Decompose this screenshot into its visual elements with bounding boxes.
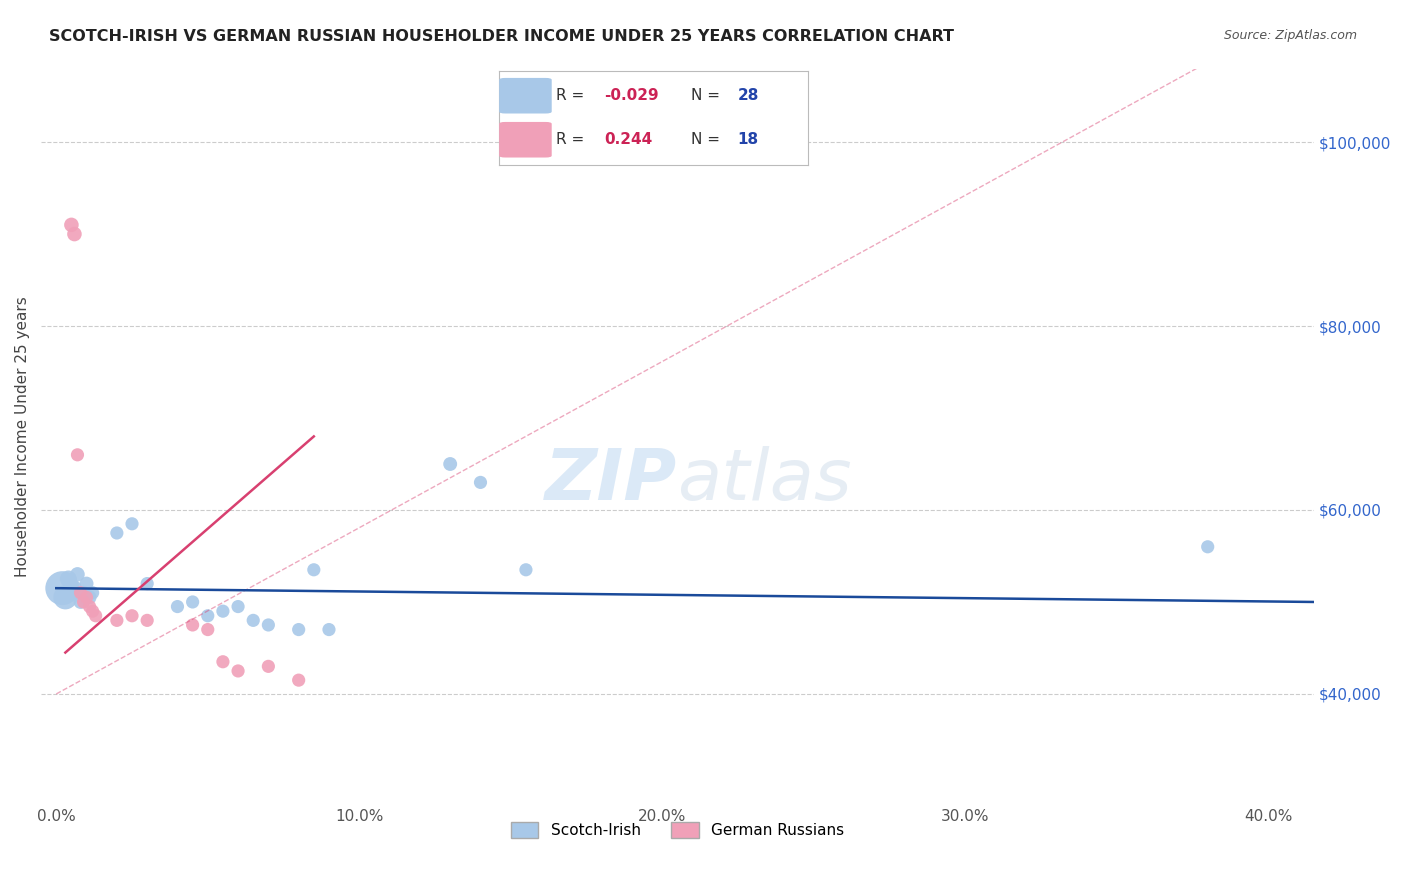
- Point: [439, 457, 461, 471]
- Point: [212, 604, 235, 618]
- Point: [136, 613, 159, 627]
- Point: [60, 218, 83, 232]
- Point: [79, 599, 101, 614]
- Text: 18: 18: [737, 132, 758, 147]
- Text: R =: R =: [557, 132, 595, 147]
- Point: [51, 581, 73, 595]
- Point: [121, 516, 143, 531]
- Point: [302, 563, 325, 577]
- Point: [58, 572, 80, 586]
- Point: [69, 586, 91, 600]
- Point: [76, 576, 98, 591]
- Point: [470, 475, 492, 490]
- Point: [226, 599, 249, 614]
- Text: 0.244: 0.244: [605, 132, 652, 147]
- Point: [53, 591, 76, 605]
- Y-axis label: Householder Income Under 25 years: Householder Income Under 25 years: [15, 296, 30, 577]
- Text: Source: ZipAtlas.com: Source: ZipAtlas.com: [1223, 29, 1357, 42]
- Text: N =: N =: [690, 132, 724, 147]
- Point: [1197, 540, 1219, 554]
- Point: [136, 576, 159, 591]
- Text: atlas: atlas: [678, 446, 852, 515]
- Point: [69, 595, 91, 609]
- FancyBboxPatch shape: [499, 78, 551, 113]
- Point: [197, 623, 219, 637]
- Point: [226, 664, 249, 678]
- Legend: Scotch-Irish, German Russians: Scotch-Irish, German Russians: [505, 816, 851, 845]
- Point: [63, 581, 86, 595]
- Point: [287, 673, 309, 687]
- Point: [60, 586, 83, 600]
- Point: [197, 608, 219, 623]
- Point: [72, 586, 94, 600]
- Point: [105, 613, 128, 627]
- Text: N =: N =: [690, 88, 724, 103]
- Point: [181, 595, 204, 609]
- Point: [257, 618, 280, 632]
- Point: [166, 599, 188, 614]
- Point: [84, 608, 107, 623]
- Text: 28: 28: [737, 88, 759, 103]
- Point: [212, 655, 235, 669]
- Point: [287, 623, 309, 637]
- Point: [63, 227, 86, 241]
- Text: R =: R =: [557, 88, 589, 103]
- Point: [82, 604, 104, 618]
- Text: SCOTCH-IRISH VS GERMAN RUSSIAN HOUSEHOLDER INCOME UNDER 25 YEARS CORRELATION CHA: SCOTCH-IRISH VS GERMAN RUSSIAN HOUSEHOLD…: [49, 29, 955, 44]
- Point: [257, 659, 280, 673]
- Point: [318, 623, 340, 637]
- Point: [72, 595, 94, 609]
- Text: ZIP: ZIP: [546, 446, 678, 515]
- Point: [121, 608, 143, 623]
- Point: [66, 448, 89, 462]
- FancyBboxPatch shape: [499, 122, 551, 158]
- Text: -0.029: -0.029: [605, 88, 659, 103]
- Point: [515, 563, 537, 577]
- Point: [79, 591, 101, 605]
- Point: [181, 618, 204, 632]
- Point: [82, 586, 104, 600]
- Point: [76, 591, 98, 605]
- Point: [66, 567, 89, 582]
- Point: [242, 613, 264, 627]
- Point: [105, 526, 128, 541]
